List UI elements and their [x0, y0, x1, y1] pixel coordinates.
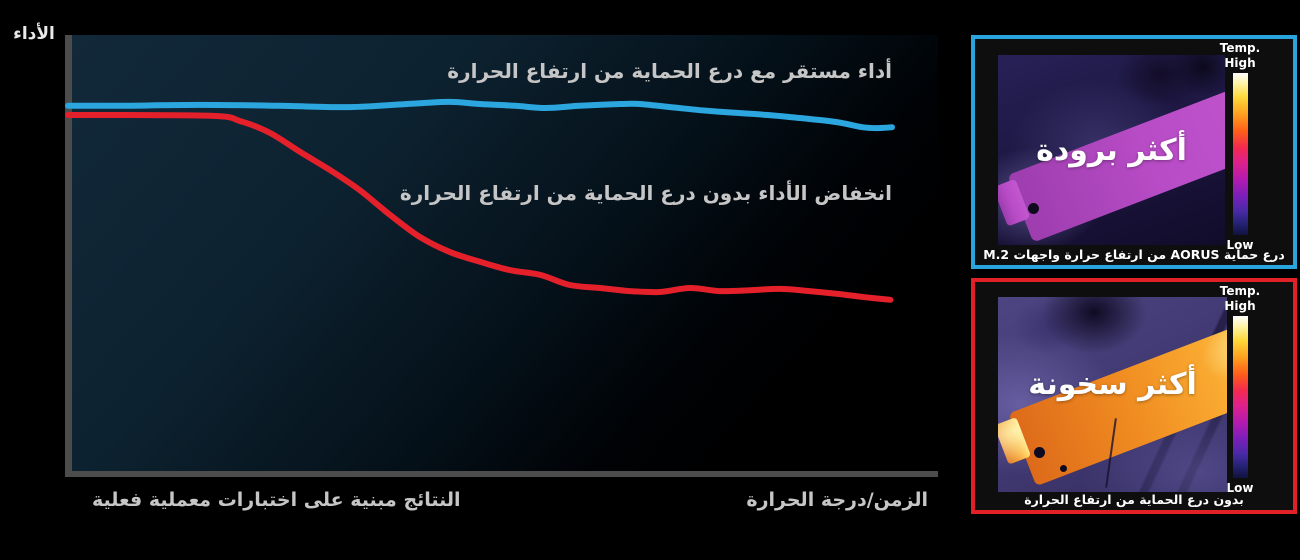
- annotation-performance-drop: انخفاض الأداء بدون درع الحماية من ارتفاع…: [399, 181, 892, 205]
- plot-area-background: [72, 35, 938, 471]
- scale-low-label: Low: [1226, 481, 1254, 495]
- annotation-stable-performance: أداء مستقر مع درع الحماية من ارتفاع الحر…: [447, 59, 892, 83]
- screw-dot: [1034, 447, 1045, 458]
- scale-low-label: Low: [1226, 238, 1254, 252]
- y-axis-label: الأداء: [13, 24, 55, 44]
- overlay-label-hotter: أكثر سخونة: [1028, 367, 1197, 402]
- performance-line-chart: [65, 35, 938, 477]
- screw-dot: [1028, 203, 1039, 214]
- y-axis-line: [65, 35, 72, 477]
- chart-footnote: النتائج مبنية على اختبارات معملية فعلية: [92, 489, 461, 511]
- thermal-image-hotter: أكثر سخونة: [998, 297, 1227, 492]
- thermal-panel-cooler: أكثر برودة Temp. High Low درع حماية AORU…: [971, 35, 1297, 269]
- temperature-scale: Temp. High Low: [1207, 39, 1273, 252]
- temperature-gradient-bar: [1232, 73, 1248, 235]
- scale-high-label: High: [1224, 56, 1256, 70]
- temperature-gradient-bar: [1232, 316, 1248, 478]
- scale-title: Temp.: [1219, 284, 1261, 298]
- series-line: [65, 112, 894, 303]
- temperature-scale: Temp. High Low: [1207, 282, 1273, 495]
- x-axis-label: الزمن/درجة الحرارة: [746, 489, 928, 511]
- panel-caption-cooler: درع حماية AORUS من ارتفاع حرارة واجهات M…: [983, 247, 1285, 262]
- overlay-label-cooler: أكثر برودة: [1036, 133, 1187, 168]
- scale-high-label: High: [1224, 299, 1256, 313]
- thermal-image-cooler: أكثر برودة: [998, 55, 1225, 245]
- chart-series-lines: [65, 98, 895, 303]
- thermal-panel-hotter: أكثر سخونة Temp. High Low بدون درع الحما…: [971, 278, 1297, 514]
- scale-title: Temp.: [1219, 41, 1261, 55]
- x-axis-line: [65, 471, 938, 477]
- series-line: [65, 98, 895, 132]
- panel-caption-hotter: بدون درع الحماية من ارتفاع الحرارة: [1024, 492, 1244, 507]
